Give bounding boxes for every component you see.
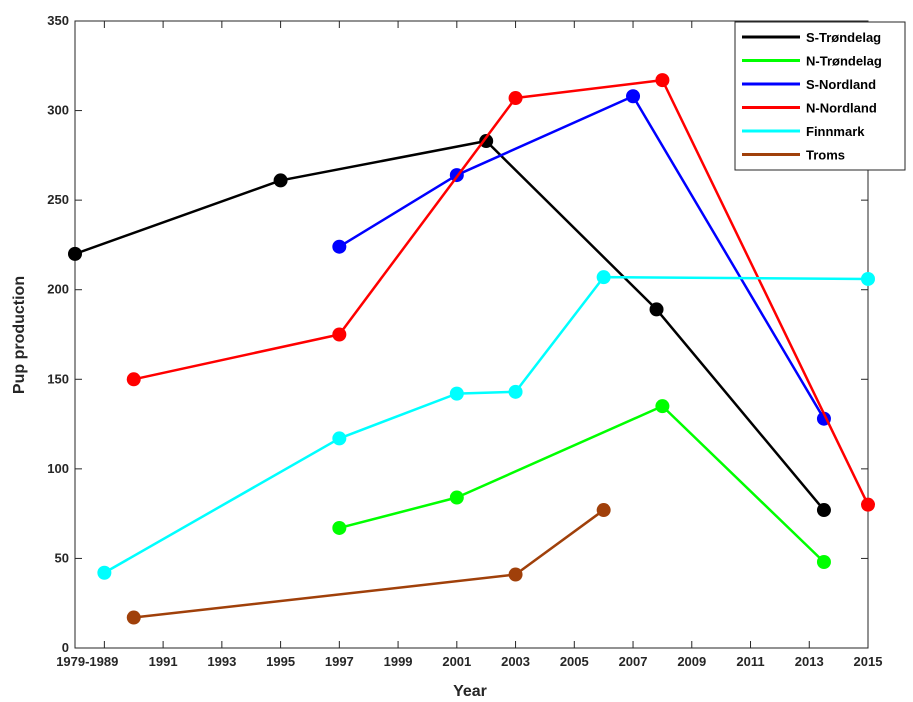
data-point (649, 302, 664, 317)
legend-label: N-Nordland (806, 101, 877, 116)
data-point (861, 497, 875, 512)
data-point (626, 89, 641, 104)
x-tick-label: 2009 (677, 654, 706, 669)
y-tick-label: 100 (47, 461, 69, 476)
data-point (332, 431, 347, 446)
legend-label: Troms (806, 148, 845, 163)
legend: S-Trøndelag N-Trøndelag S-Nordland N-Nordla… (734, 21, 906, 171)
y-tick-label: 0 (62, 640, 69, 655)
y-tick-label: 350 (47, 13, 69, 28)
data-point (508, 384, 523, 399)
data-point (126, 372, 141, 387)
x-tick-label: 2003 (501, 654, 530, 669)
data-point (332, 239, 347, 254)
x-tick-label: 1991 (149, 654, 178, 669)
x-tick-label: 1979-1989 (56, 654, 118, 669)
data-point (861, 271, 875, 286)
x-tick-label: 2007 (619, 654, 648, 669)
legend-label: S-Nordland (806, 77, 876, 92)
series-line (338, 94, 826, 420)
series-line (339, 404, 825, 563)
x-tick-label: 2001 (442, 654, 471, 669)
data-point (68, 246, 82, 261)
legend-box (734, 21, 906, 171)
x-tick-label: 2011 (736, 654, 764, 669)
x-tick-label: 1993 (207, 654, 236, 669)
x-tick-label: 2005 (560, 654, 589, 669)
x-tick-label: 1999 (384, 654, 413, 669)
data-point (332, 520, 347, 535)
x-axis-label: Year (453, 683, 487, 700)
data-point (655, 73, 670, 88)
y-tick-label: 200 (47, 282, 69, 297)
x-axis: 1979-1989 1991 1993 1995 1997 1999 2001 2003 200… (56, 21, 882, 669)
data-point (449, 490, 464, 505)
legend-label: N-Trøndelag (806, 54, 882, 69)
y-tick-label: 300 (47, 103, 69, 118)
data-point (97, 565, 112, 580)
data-point (126, 610, 141, 625)
y-axis-label: Pup production (11, 276, 28, 394)
series-layer (68, 73, 875, 625)
data-point (508, 91, 523, 106)
y-tick-label: 150 (47, 371, 69, 386)
y-axis: 0 50 100 150 200 250 300 350 (47, 13, 868, 655)
x-tick-label: 1997 (325, 654, 354, 669)
legend-label: S-Trøndelag (806, 30, 881, 45)
data-point (596, 270, 611, 285)
data-point (816, 503, 831, 518)
x-tick-label: 2015 (854, 654, 883, 669)
data-point (449, 386, 464, 401)
y-tick-label: 250 (47, 192, 69, 207)
x-tick-label: 1995 (266, 654, 295, 669)
data-point (479, 134, 494, 149)
legend-label: Finnmark (806, 124, 865, 139)
data-point (273, 173, 288, 188)
x-tick-label: 2013 (795, 654, 824, 669)
y-tick-label: 50 (55, 550, 69, 565)
data-point (332, 327, 347, 342)
data-point (596, 503, 611, 518)
series-line (103, 275, 869, 574)
data-point (655, 399, 670, 414)
data-point (816, 555, 831, 570)
data-point (508, 567, 523, 582)
